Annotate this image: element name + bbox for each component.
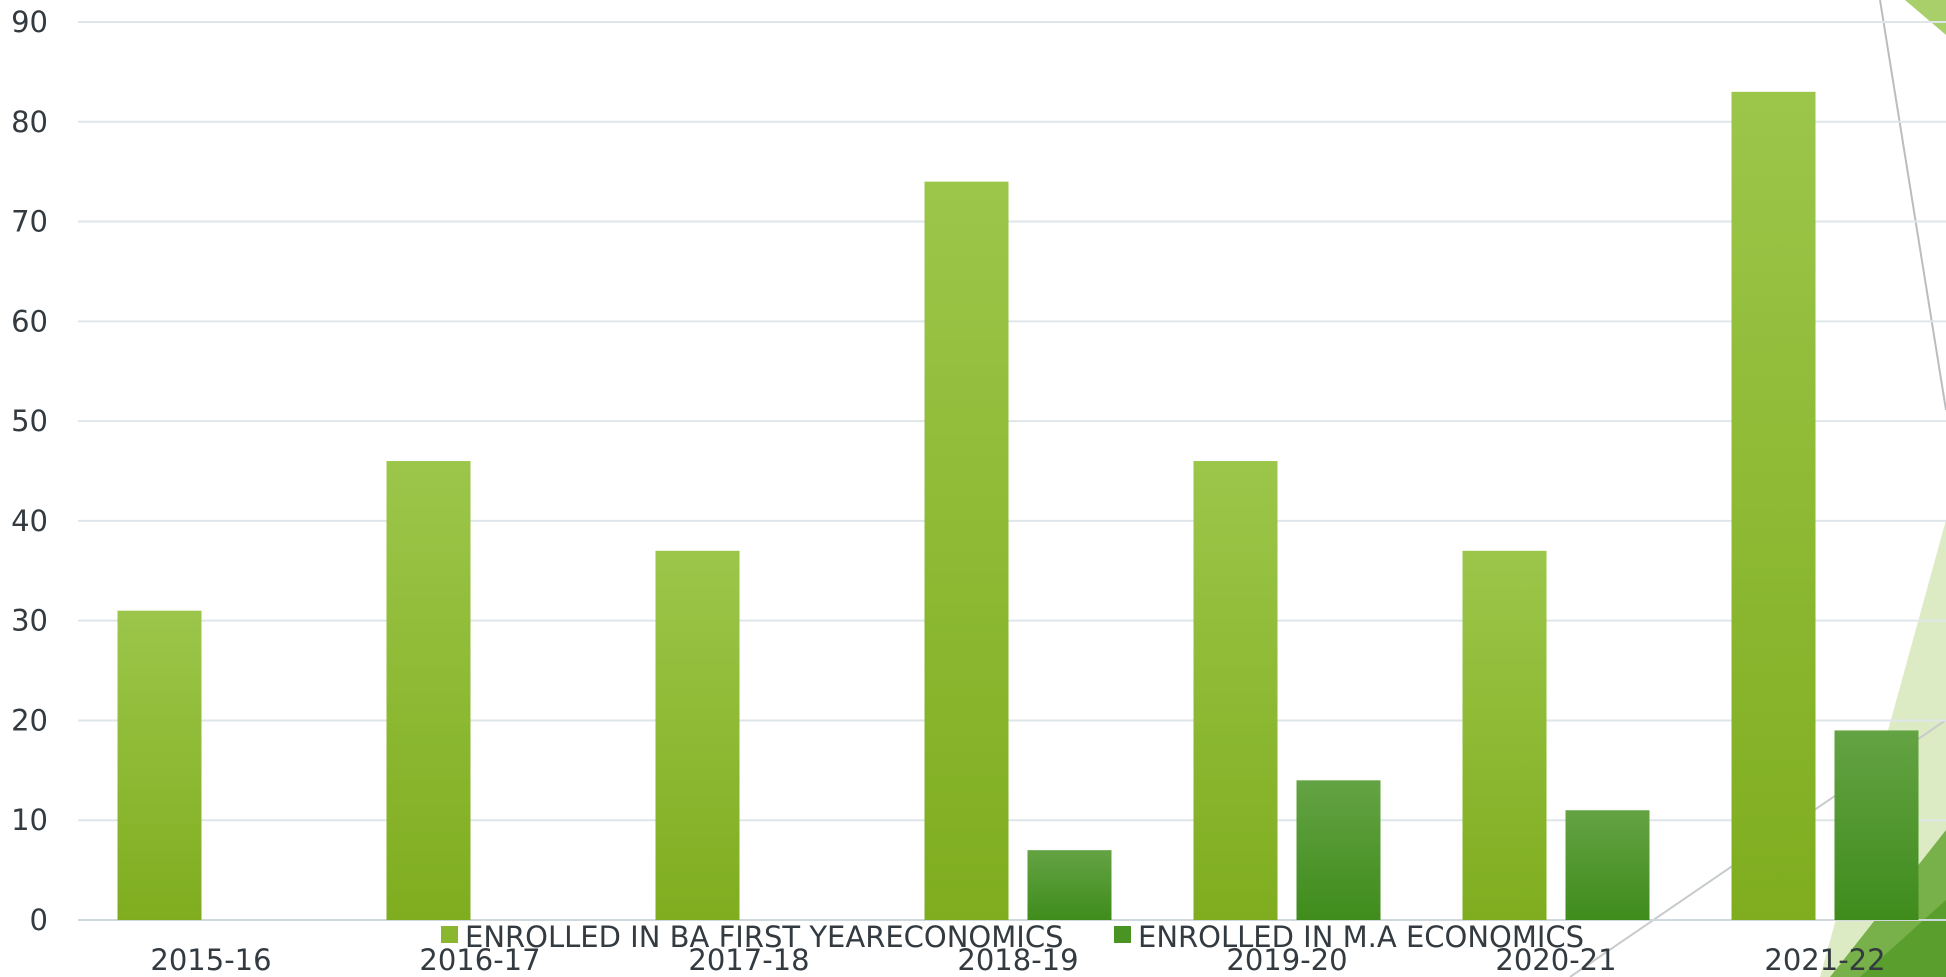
bar-ba-first-year-2018-19 [924, 181, 1009, 921]
x-tick-label: 2017-18 [688, 943, 809, 977]
y-tick-label: 70 [11, 205, 48, 239]
bar-ba-first-year-2015-16 [117, 610, 202, 920]
bar-ba-first-year-2017-18 [655, 550, 740, 920]
y-tick-label: 50 [11, 404, 48, 438]
bar-ma-economics-2019-20 [1296, 780, 1381, 920]
bar-ba-first-year-2021-22 [1731, 91, 1816, 921]
bar-ma-economics-2021-22 [1834, 730, 1919, 920]
bar-ba-first-year-2019-20 [1193, 461, 1278, 920]
legend-label-ba-first-year: ENROLLED IN BA FIRST YEARECONOMICS [465, 920, 1064, 954]
legend: ENROLLED IN BA FIRST YEARECONOMICS ENROL… [441, 920, 1584, 954]
x-tick-label: 2016-17 [419, 943, 540, 977]
y-tick-label: 0 [30, 903, 48, 937]
x-tick-label: 2021-22 [1764, 943, 1885, 977]
legend-swatch-ba-first-year [441, 926, 458, 943]
bars [117, 91, 1919, 921]
x-tick-label: 2015-16 [150, 943, 271, 977]
bar-ba-first-year-2020-21 [1462, 550, 1547, 920]
bar-ba-first-year-2016-17 [386, 461, 471, 920]
bar-ma-economics-2020-21 [1565, 810, 1650, 920]
y-tick-label: 10 [11, 803, 48, 837]
x-tick-label: 2018-19 [957, 943, 1078, 977]
x-axis: 2015-16 2016-17 2017-18 2018-19 2019-20 2020-… [150, 943, 1885, 977]
legend-swatch-ma [1114, 926, 1131, 943]
y-axis: 0 10 20 30 40 50 60 70 80 90 [11, 5, 48, 937]
x-tick-label: 2019-20 [1226, 943, 1347, 977]
y-tick-label: 40 [11, 504, 48, 538]
y-tick-label: 30 [11, 604, 48, 638]
y-tick-label: 60 [11, 304, 48, 338]
gridlines [78, 21, 1946, 921]
y-tick-label: 20 [11, 703, 48, 737]
y-tick-label: 90 [11, 5, 48, 39]
bar-ma-economics-2018-19 [1027, 850, 1112, 920]
y-tick-label: 80 [11, 105, 48, 139]
legend-label-ma: ENROLLED IN M.A ECONOMICS [1138, 920, 1584, 954]
x-tick-label: 2020-21 [1495, 943, 1616, 977]
